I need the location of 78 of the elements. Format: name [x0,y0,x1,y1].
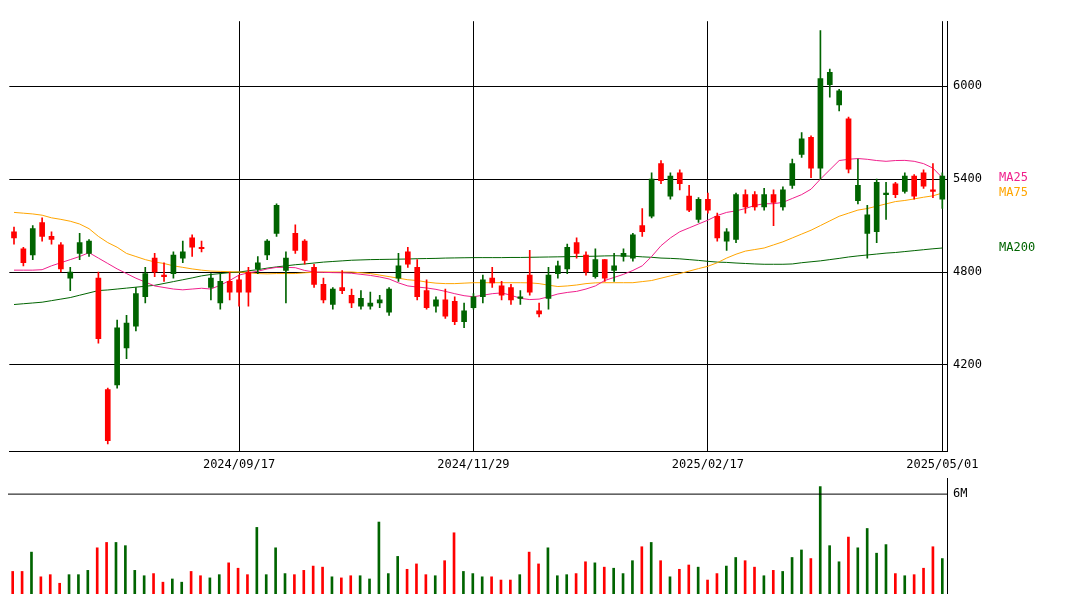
bar [518,574,522,594]
bar [659,560,662,594]
bar [349,575,353,594]
bar [565,574,569,594]
bar [480,576,484,594]
bar [555,575,559,594]
bar [678,568,681,594]
y-tick-label: 6000 [953,78,982,93]
bar [386,573,390,594]
bar [227,562,230,594]
bar [612,567,615,594]
text: MA200 [999,240,1036,255]
bar [649,542,653,594]
text: MA75 [999,185,1028,200]
bar [433,575,437,594]
bar [180,581,184,594]
bar [725,565,728,594]
bar [734,557,738,594]
bar [828,545,831,594]
bar [753,566,756,594]
bar [818,486,822,594]
x-tick-label: 2025/05/01 [906,456,979,471]
bar [894,573,897,594]
x-tick-label: 2025/02/17 [671,456,745,471]
bar [771,570,775,594]
bar [340,577,343,594]
bar [199,575,202,594]
bar [368,578,371,594]
bar [293,574,296,594]
bar [415,563,418,594]
x-tick-label: 2024/11/29 [437,456,510,471]
bar [95,547,99,594]
bar [77,574,80,594]
bar [602,566,606,594]
bar [264,574,268,594]
bar [86,570,90,594]
bar [640,546,644,594]
bar [152,573,155,594]
bar [940,558,944,594]
bar [875,552,878,594]
bar [302,570,306,594]
bar [396,556,400,594]
bar [321,566,324,594]
bar [847,536,850,594]
bar [443,560,446,594]
ref-line-label: 6M [953,486,968,501]
bar [631,560,634,594]
bar [706,579,709,594]
bar [246,574,249,594]
bar [471,573,475,594]
text: MA25 [999,169,1028,184]
bar [48,574,52,594]
bar [462,571,465,594]
bar [274,547,277,594]
bar [105,542,108,594]
bar [11,571,15,594]
bar [781,571,785,594]
bar [800,549,803,594]
x-tick-label: 2024/09/17 [202,456,276,471]
bar [584,561,587,594]
bar [58,582,61,594]
bar [922,567,925,594]
bar [856,547,860,594]
bar [687,564,691,594]
y-tick-label: 5400 [953,171,982,186]
bar [490,576,493,594]
bar [865,528,869,594]
bar [124,545,127,594]
bar [903,575,907,594]
bar [311,565,315,594]
y-tick-label: 4200 [953,357,982,372]
bar [509,579,512,594]
bar [217,574,221,594]
y-tick-label: 4800 [953,264,982,279]
bar [133,570,137,594]
bar [30,551,33,594]
bar [171,578,174,594]
bar [537,563,540,594]
